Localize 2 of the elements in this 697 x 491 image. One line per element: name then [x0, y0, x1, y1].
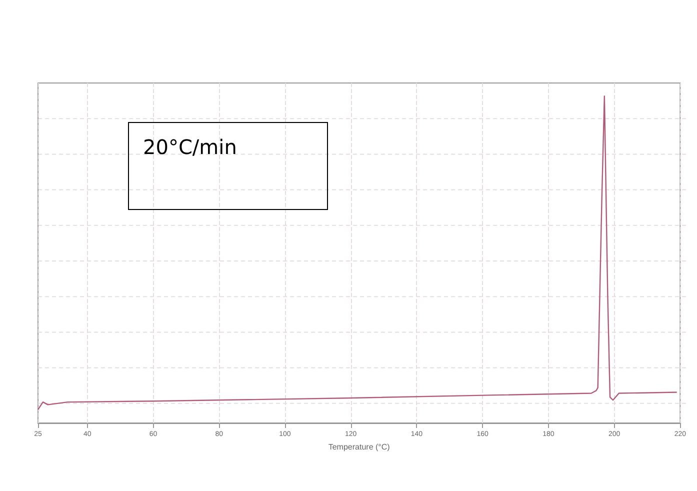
x-axis-title: Temperature (°C) [328, 442, 390, 452]
annotation: 20°C/min [143, 135, 237, 159]
